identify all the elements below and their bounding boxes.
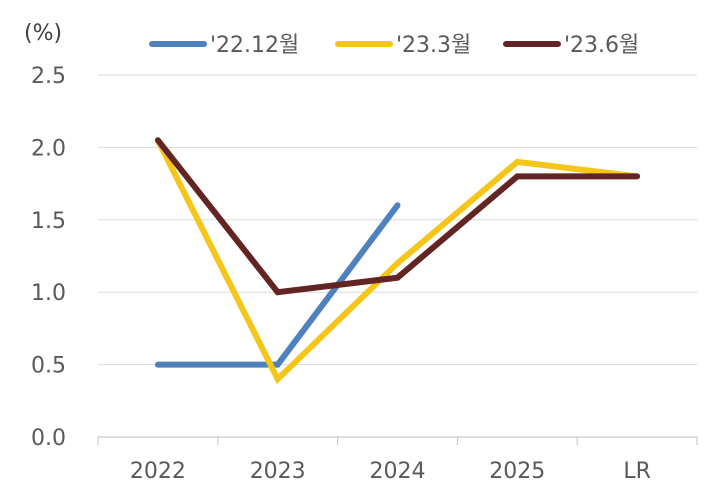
- x-tick-label: 2025: [489, 459, 545, 484]
- y-axis-ticks: 0.0 0.5 1.0 1.5 2.0 2.5: [31, 64, 66, 451]
- x-axis: 2022 2023 2024 2025 LR: [97, 436, 698, 484]
- x-tick-label: LR: [623, 459, 651, 484]
- legend: '22.12월 '23.3월 '23.6월: [149, 33, 639, 58]
- x-tick-label: 2023: [250, 459, 306, 484]
- series-lines: [154, 137, 641, 385]
- y-tick-label: 1.0: [31, 281, 66, 306]
- series-line: [154, 137, 641, 385]
- y-tick-label: 2.5: [31, 64, 66, 89]
- y-tick-label: 0.5: [31, 354, 66, 379]
- gridlines: [98, 74, 697, 366]
- legend-label: '22.12월: [210, 33, 299, 58]
- legend-label: '23.3월: [396, 33, 471, 58]
- y-tick-label: 1.5: [31, 209, 66, 234]
- x-tick-label: 2022: [130, 459, 186, 484]
- legend-label: '23.6월: [564, 33, 639, 58]
- unit-label: (%): [24, 21, 62, 46]
- y-tick-label: 2.0: [31, 136, 66, 161]
- series-line: [154, 137, 641, 296]
- series-line: [154, 202, 401, 368]
- x-tick-label: 2024: [370, 459, 426, 484]
- y-tick-label: 0.0: [31, 426, 66, 451]
